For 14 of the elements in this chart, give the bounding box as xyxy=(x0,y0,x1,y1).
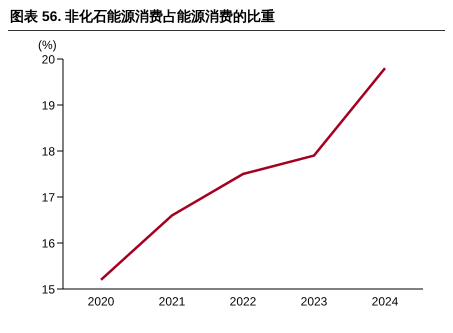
x-tick-label: 2024 xyxy=(372,294,399,309)
chart-title: 图表 56. 非化石能源消费占能源消费的比重 xyxy=(8,8,445,31)
y-tick-label: 17 xyxy=(42,190,56,204)
y-tick-label: 16 xyxy=(42,236,56,250)
line-series xyxy=(100,66,386,282)
x-tick-label: 2023 xyxy=(300,294,328,309)
y-tick-label: 18 xyxy=(42,144,56,158)
x-tick-label: 2020 xyxy=(88,294,115,309)
y-tick-label: 19 xyxy=(42,98,56,112)
x-tick-label: 2022 xyxy=(230,294,257,309)
y-axis-title: (%) xyxy=(38,38,57,52)
y-tick-label: 20 xyxy=(42,52,56,66)
x-tick-label: 2021 xyxy=(158,294,186,309)
y-tick-label: 15 xyxy=(42,282,56,296)
